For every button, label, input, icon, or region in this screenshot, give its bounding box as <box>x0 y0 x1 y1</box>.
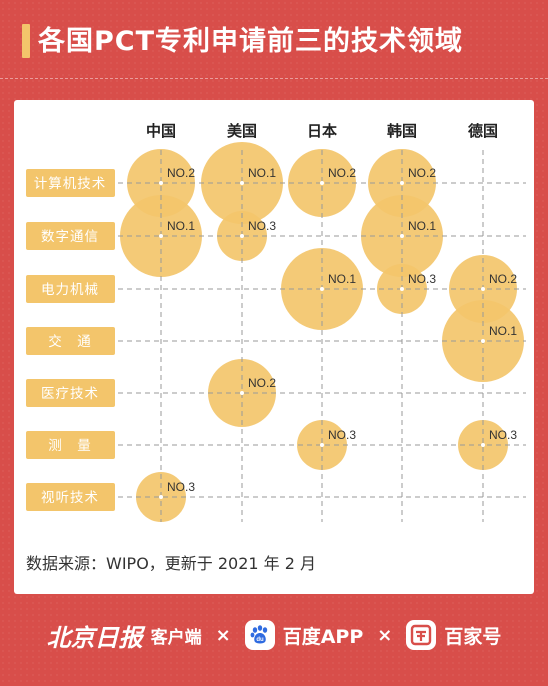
baijiahao-label: 百家号 <box>444 625 502 648</box>
data-source-note: 数据来源：WIPO，更新于 2021 年 2 月 <box>26 554 317 573</box>
bubble-center-dot-11 <box>400 287 404 291</box>
field-tag-3 <box>26 327 115 355</box>
country-header-2: 日本 <box>307 122 337 140</box>
field-tag-4 <box>26 379 115 407</box>
page-title: 各国PCT专利申请前三的技术领域 <box>38 26 464 57</box>
bubble-rank-label-3: NO.1 <box>248 166 276 180</box>
client-label: 客户端 <box>150 627 202 648</box>
bubble-rank-label-9: NO.1 <box>408 219 436 233</box>
bubble-center-dot-5 <box>240 234 244 238</box>
field-tag-1 <box>26 222 115 250</box>
bubble-rank-label-10: NO.2 <box>408 166 436 180</box>
bubble-center-dot-9 <box>400 234 404 238</box>
baidu-app-label: 百度APP <box>282 625 364 648</box>
baidu-paw-icon: du <box>244 620 275 650</box>
separator-2: × <box>377 624 393 646</box>
field-label-4: 医疗技术 <box>41 386 99 402</box>
field-label-2: 电力机械 <box>41 282 99 298</box>
bubble-rank-label-1: NO.2 <box>167 166 195 180</box>
bubble-center-dot-6 <box>320 287 324 291</box>
baijiahao-icon <box>406 620 437 650</box>
title-accent-bar <box>22 24 30 58</box>
field-label-6: 视听技术 <box>41 490 99 506</box>
bubble-center-dot-7 <box>320 181 324 185</box>
bubble-rank-label-4: NO.2 <box>248 376 276 390</box>
country-header-0: 中国 <box>146 122 176 140</box>
title-divider <box>0 78 548 79</box>
country-header-1: 美国 <box>227 122 257 140</box>
country-header-3: 韩国 <box>387 122 417 140</box>
field-label-1: 数字通信 <box>41 229 99 245</box>
bubble-center-dot-8 <box>320 443 324 447</box>
bubble-rank-label-8: NO.3 <box>328 428 356 442</box>
bubble-rank-label-11: NO.3 <box>408 272 436 286</box>
field-tag-5 <box>26 431 115 459</box>
bubble-center-dot-2 <box>159 495 163 499</box>
bubble-rank-label-2: NO.3 <box>167 480 195 494</box>
bubble-rank-label-14: NO.3 <box>489 428 517 442</box>
bubble-center-dot-4 <box>240 391 244 395</box>
bubble-center-dot-12 <box>481 339 485 343</box>
field-tag-6 <box>26 483 115 511</box>
beijing-daily-logo: 北京日报 <box>46 622 143 652</box>
field-tag-2 <box>26 275 115 303</box>
field-label-3: 交 通 <box>48 333 92 350</box>
bubble-center-dot-14 <box>481 443 485 447</box>
bubble-center-dot-0 <box>159 234 163 238</box>
bubble-rank-label-0: NO.1 <box>167 219 195 233</box>
bubble-center-dot-1 <box>159 181 163 185</box>
bubble-rank-label-5: NO.3 <box>248 219 276 233</box>
separator-1: × <box>215 624 231 646</box>
bubble-rank-label-6: NO.1 <box>328 272 356 286</box>
bubble-center-dot-13 <box>481 287 485 291</box>
field-tag-0 <box>26 169 115 197</box>
bubble-rank-label-7: NO.2 <box>328 166 356 180</box>
field-label-0: 计算机技术 <box>34 176 107 192</box>
field-label-5: 测 量 <box>48 438 92 454</box>
bubble-rank-label-13: NO.2 <box>489 272 517 286</box>
bubble-center-dot-3 <box>240 181 244 185</box>
country-header-4: 德国 <box>468 122 498 140</box>
bubble-center-dot-10 <box>400 181 404 185</box>
bubble-rank-label-12: NO.1 <box>489 324 517 338</box>
footer-brands: 北京日报 客户端 × du 百度APP × 百家号 <box>0 610 548 660</box>
svg-text:du: du <box>256 637 264 643</box>
